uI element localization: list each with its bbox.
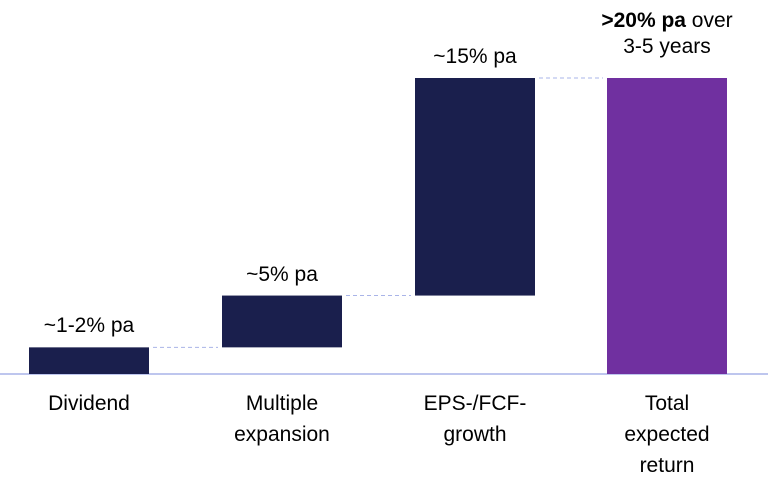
category-label: Dividend bbox=[48, 392, 130, 415]
total-label-bold: >20% pa bbox=[601, 9, 686, 32]
total-label: >20% pa over 3-5 years bbox=[601, 9, 733, 58]
data-label: ~5% pa bbox=[246, 262, 318, 286]
bar-1 bbox=[222, 295, 342, 348]
bar-0 bbox=[29, 347, 149, 374]
category-label: EPS-/FCF-growth bbox=[423, 392, 527, 446]
data-label: ~1-2% pa bbox=[43, 314, 135, 338]
data-label: ~15% pa bbox=[433, 45, 517, 68]
bar-2 bbox=[415, 78, 535, 296]
category-label: Multiple expansion bbox=[234, 392, 330, 446]
bar-3 bbox=[607, 78, 727, 374]
category-label: Total expected return bbox=[624, 392, 710, 477]
